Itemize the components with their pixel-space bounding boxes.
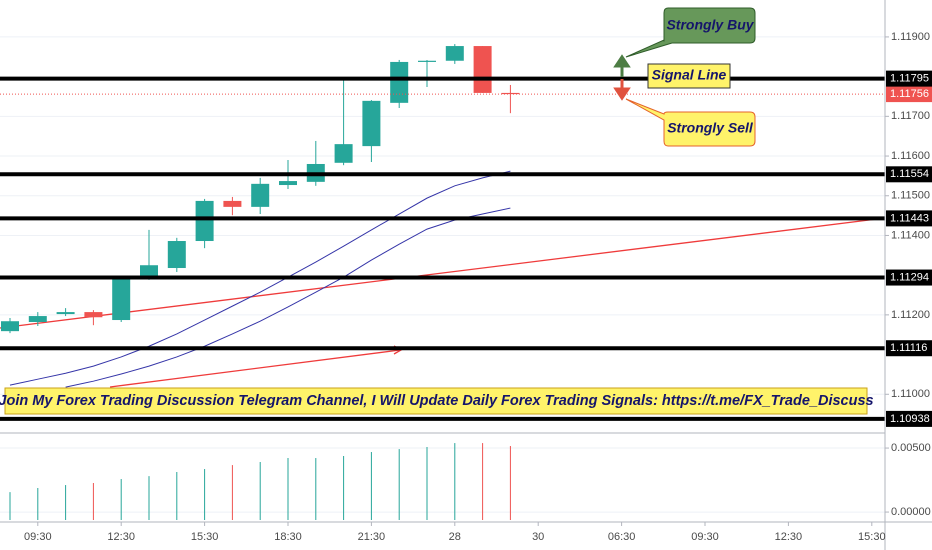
candle-body [334,144,353,163]
candle-body [473,46,492,93]
candle-body [251,183,270,207]
signal-label: Signal Line [652,67,727,83]
level-label: 1.11554 [890,168,929,180]
axes: 09:30 12:30 15:30 18:30 21:30 28 30 06:30 09:30 1… [24,31,932,543]
buy-callout [625,7,756,58]
level-box [886,166,932,183]
y-tick-label: 1.11900 [891,31,930,43]
banner [4,387,868,415]
x-tick-label: 09:30 [691,531,719,543]
y-tick-label: 0.00500 [891,442,931,454]
down-arrow [613,79,631,101]
x-tick-label: 30 [532,531,544,543]
level-label: 1.11294 [890,271,929,283]
y-tick-label: 1.11000 [891,388,930,400]
candle-body [28,316,47,323]
level-box [886,340,932,357]
trend-arrow [109,349,401,388]
x-tick-label: 12:30 [107,531,135,543]
candle-body [390,61,409,103]
buy-label: Strongly Buy [666,17,754,33]
sell-callout [625,98,756,147]
plot [0,44,885,520]
trend-line [0,217,886,329]
x-tick-label: 21:30 [358,531,386,543]
moving-average [9,170,511,386]
level-box [886,70,932,87]
candle-body [167,241,186,269]
moving-average [65,207,511,388]
level-label: 1.10938 [890,413,930,425]
sell-label: Strongly Sell [667,120,754,136]
x-tick-label: 06:30 [608,531,636,543]
level-box [886,210,932,227]
candle-body [195,200,214,242]
x-tick-label: 09:30 [24,531,52,543]
level-box [886,410,932,427]
x-tick-label: 15:30 [191,531,219,543]
y-tick-label: 1.11400 [891,229,930,241]
candle-body [56,312,75,315]
candle-body [501,92,520,95]
candle-body [1,321,19,332]
level-label: 1.11116 [890,342,927,354]
up-arrow [613,54,631,77]
candle-body [418,60,436,62]
candle-body [362,100,381,147]
y-tick-label: 1.11200 [891,309,930,321]
candle-body [112,279,131,321]
last-price-label: 1.11756 [890,88,929,100]
y-tick-label: 1.11600 [891,150,930,162]
x-tick-label: 18:30 [274,531,302,543]
candle-body [445,46,464,61]
level-label: 1.11795 [890,73,929,85]
last-price-box [886,86,932,103]
y-tick-label: 1.11700 [891,110,930,122]
banner-text: Join My Forex Trading Discussion Telegra… [0,393,874,409]
x-tick-label: 28 [449,531,461,543]
candle-body [223,200,242,207]
level-box [886,269,932,286]
x-tick-label: 12:30 [775,531,803,543]
x-tick-label: 15:30 [858,531,886,543]
signal-box [647,63,731,89]
y-tick-label: 1.11500 [891,190,930,202]
y-tick-label: 0.00000 [891,506,931,518]
candle-body [84,312,103,318]
level-label: 1.11443 [890,212,929,224]
candle-body [279,181,297,186]
